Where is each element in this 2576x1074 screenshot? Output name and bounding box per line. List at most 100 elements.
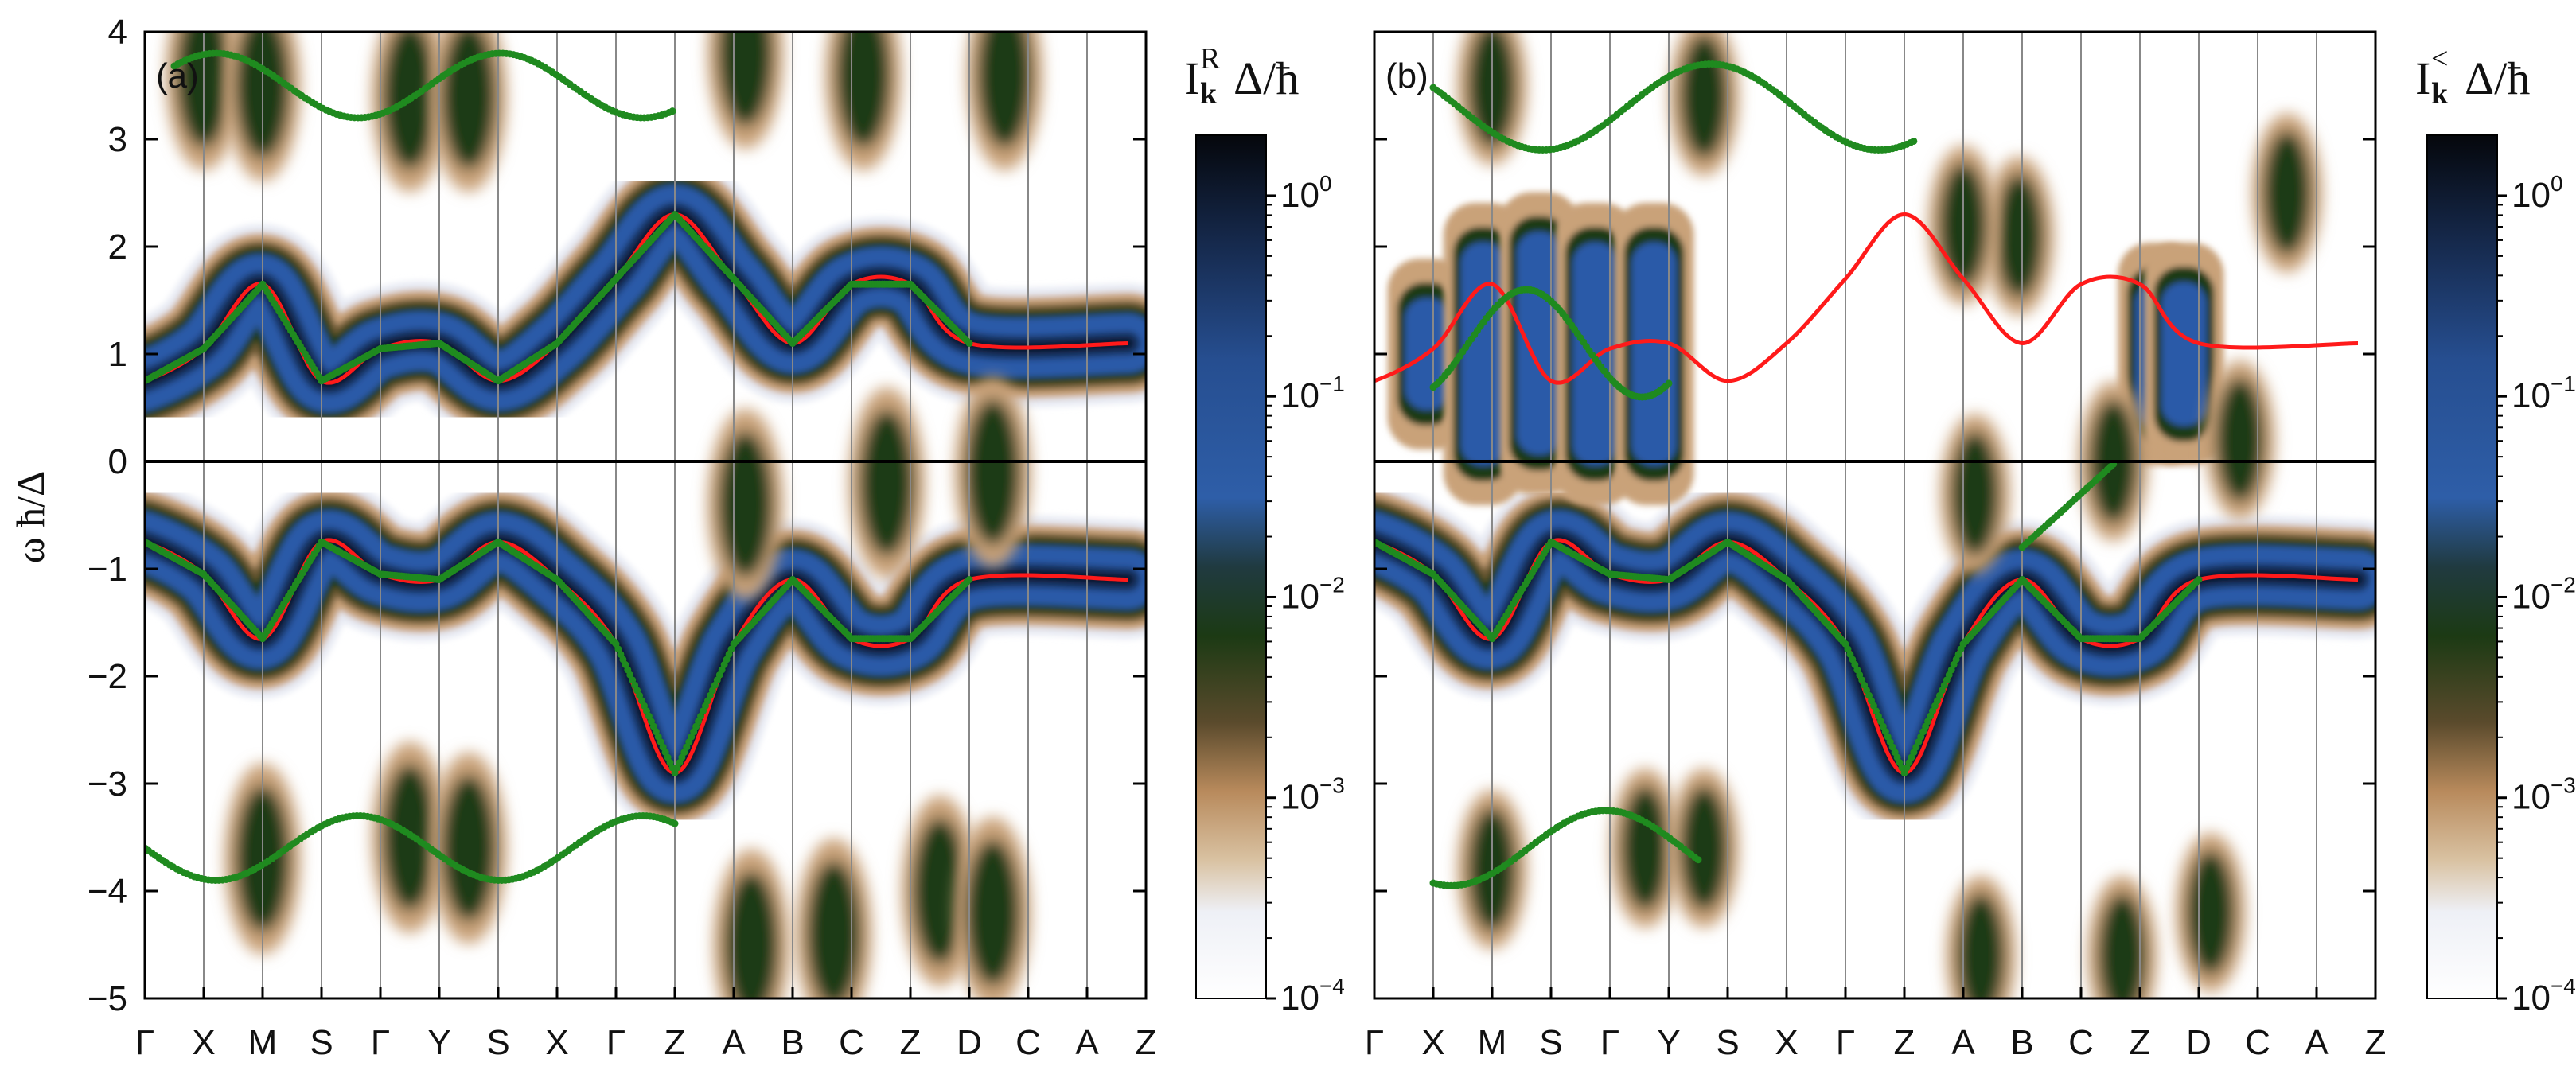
colorbar-b-title-sub: k [2431,77,2449,111]
blob-core [2186,850,2235,975]
x-tick-label: A [722,1023,746,1062]
blob-core [859,410,914,556]
colorbar-tick-exponent: −3 [2551,773,2576,798]
satellite-blob [954,376,1031,568]
blob-core [965,399,1020,546]
blob-core [718,32,773,126]
blob-core [1460,243,1506,465]
colorbar-tick-label: 10−1 [2512,372,2576,415]
x-tick-label: C [839,1023,864,1062]
blob-core [718,431,773,578]
blob-core [442,775,496,921]
blob-core [724,871,779,998]
x-tick-label: A [1075,1023,1099,1062]
blob-core [2216,378,2264,502]
satellite-blob [707,32,784,149]
x-tick-label: Z [2130,1023,2151,1062]
x-tick-label: Z [2365,1023,2387,1062]
blob-core [913,818,967,964]
satellite-dot [668,107,676,115]
colorbar-tick-label: 10−4 [1280,974,1345,1018]
x-tick-label: Γ [1836,1023,1855,1062]
colorbar-tick-exponent: −1 [1319,372,1345,396]
colorbar-tick-exponent: 0 [1319,171,1332,196]
y-tick-label: 3 [108,120,127,159]
colorbar-a-title: I R k Δ/ħ [1184,42,1299,111]
colorbar-a-title-main: I [1184,53,1199,104]
y-tick-label: −2 [88,657,127,696]
satellite-blob [713,849,790,998]
blob-core [1517,232,1562,455]
y-tick-label: 1 [108,335,127,374]
blob-core [1951,431,1999,556]
y-tick-label: −1 [88,550,127,589]
satellite-blob [848,387,926,578]
colorbar-tick-exponent: 0 [2551,171,2563,196]
x-tick-label: Z [1136,1023,1157,1062]
blob-core [2263,130,2311,255]
blob-core [2098,893,2146,998]
colorbar-b-bar [2426,134,2498,999]
x-tick-label: A [1951,1023,1975,1062]
x-tick-label: Γ [1600,1023,1619,1062]
x-tick-label: X [545,1023,568,1062]
colorbar-tick-label: 100 [1280,171,1332,215]
panel-b-quasiparticle-dots [1374,60,2203,889]
panel-b-heatmap [1374,32,2375,998]
x-tick-label: Z [664,1023,686,1062]
colorbar-tick-exponent: −2 [1319,572,1345,597]
x-tick-label: Y [427,1023,450,1062]
quasiparticle-dot [1665,379,1673,387]
x-tick-label: C [2245,1023,2270,1062]
colorbar-tick-label: 10−2 [2512,572,2576,616]
panel-a-heatmap [145,32,1146,998]
y-tick-label: −4 [88,872,127,911]
x-tick-label: D [2186,1023,2212,1062]
x-tick-label: S [486,1023,509,1062]
blob-core [1995,173,2044,298]
colorbar-b-title-tail: Δ/ħ [2465,53,2530,104]
satellite-blob [2175,833,2246,992]
satellite-dot [1910,137,1918,145]
blob-core [1680,786,1728,910]
panel-a-label: (a) [156,56,199,95]
satellite-blob [795,839,872,998]
colorbar-tick-exponent: −4 [2551,974,2576,998]
satellite-blob [2252,113,2322,273]
colorbar-a-bar [1195,134,1267,999]
satellite-blob [824,32,902,170]
colorbar-b: 100 10−1 10−2 10−3 10−4 I < k Δ/ħ [2415,42,2576,1018]
panel-a-quasiparticle-dots [145,49,973,884]
x-tick-label: X [192,1023,215,1062]
satellite-dot [671,819,679,827]
panel-a-kpoint-lines [203,32,1088,998]
satellite-blob [2204,360,2275,519]
x-tick-label: Γ [135,1023,154,1062]
y-axis-label: ω ħ/Δ [8,471,53,563]
x-tick-label: A [2305,1023,2329,1062]
blob-core [1621,786,1670,910]
colorbar-b-title: I < k Δ/ħ [2415,42,2530,111]
satellite-blob [966,32,1043,170]
colorbar-tick-label: 10−1 [1280,372,1345,415]
x-tick-label: Γ [371,1023,390,1062]
colorbar-tick-exponent: −4 [1319,974,1345,998]
upper-spectral-band [145,154,1146,442]
blob-core [977,32,1032,148]
x-tick-label: Y [1657,1023,1680,1062]
blob-core [1631,243,1677,465]
quasiparticle-dot [965,576,973,583]
x-tick-label: C [1015,1023,1041,1062]
y-tick-label: 2 [108,228,127,267]
blob-core [442,32,496,169]
x-tick-label: Z [1894,1023,1915,1062]
quasiparticle-dot [2195,576,2203,583]
panel-a-frame [143,30,1148,1000]
blob-core [836,32,890,148]
colorbar-a-title-sup: R [1200,42,1221,76]
panel-b-label: (b) [1385,56,1428,95]
x-tick-label: Γ [1365,1023,1384,1062]
satellite-dot [1694,856,1702,864]
